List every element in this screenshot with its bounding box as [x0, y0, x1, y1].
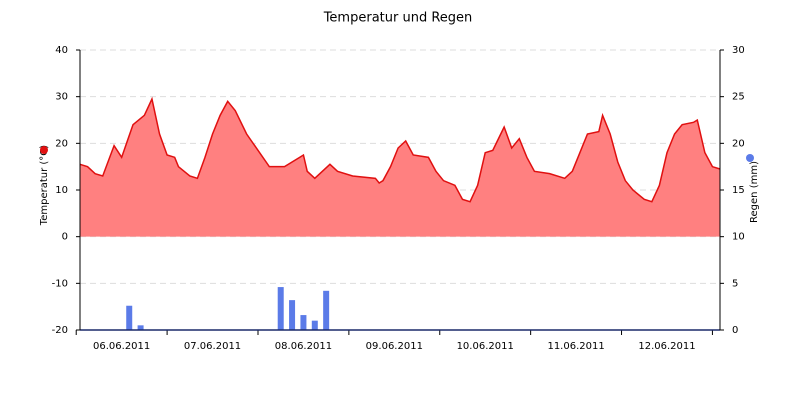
- y2-axis-label: Regen (mm): [749, 161, 760, 223]
- x-tick-label: 07.06.2011: [184, 341, 241, 352]
- y-tick-label: -10: [52, 278, 68, 289]
- area: [80, 99, 720, 237]
- bar: [323, 290, 330, 330]
- chart-title: Temperatur und Regen: [323, 11, 473, 26]
- y-tick-label: 30: [55, 92, 68, 103]
- y-tick-label: 20: [55, 138, 68, 149]
- bar: [300, 315, 307, 330]
- x-tick-label: 08.06.2011: [275, 341, 332, 352]
- y-tick-label: -20: [52, 325, 68, 336]
- y2-tick-label: 10: [732, 232, 745, 243]
- y2-tick-label: 25: [732, 92, 745, 103]
- y2-tick-label: 20: [732, 138, 745, 149]
- y2-tick-label: 30: [732, 45, 745, 56]
- bar: [137, 325, 144, 330]
- x-tick-label: 12.06.2011: [638, 341, 695, 352]
- y-tick-label: 0: [62, 232, 68, 243]
- y-axis-label: Temperatur (°C): [39, 145, 50, 226]
- y2-tick-label: 0: [732, 325, 738, 336]
- y2-tick-label: 5: [732, 278, 738, 289]
- y-tick-label: 10: [55, 185, 68, 196]
- bar: [311, 320, 318, 330]
- bar: [277, 287, 284, 330]
- bar: [289, 300, 296, 330]
- y2-tick-label: 15: [732, 185, 745, 196]
- bar: [126, 305, 133, 330]
- legend-marker: [40, 146, 48, 154]
- line: [79, 96, 721, 203]
- y-tick-label: 40: [55, 45, 68, 56]
- x-tick-label: 10.06.2011: [457, 341, 514, 352]
- x-tick-label: 06.06.2011: [93, 341, 150, 352]
- x-tick-label: 11.06.2011: [547, 341, 604, 352]
- legend-marker: [746, 154, 754, 162]
- x-tick-label: 09.06.2011: [366, 341, 423, 352]
